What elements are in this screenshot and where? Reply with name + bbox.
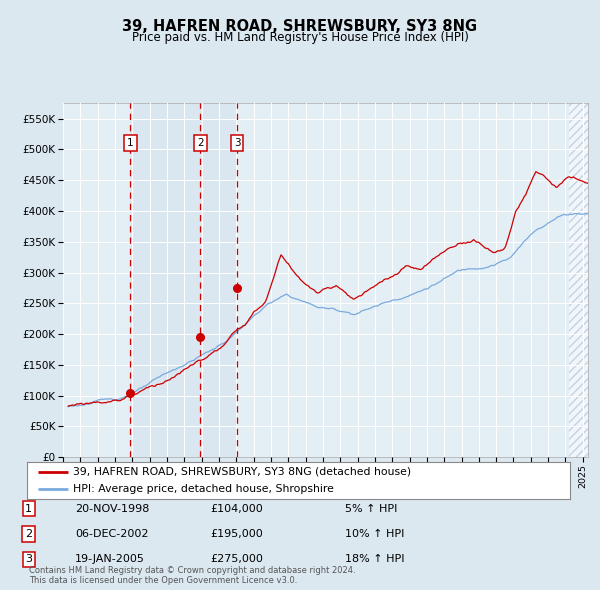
Text: 1: 1 — [25, 504, 32, 513]
Text: £104,000: £104,000 — [210, 504, 263, 513]
Text: 3: 3 — [25, 555, 32, 564]
Text: 3: 3 — [234, 138, 241, 148]
Text: 39, HAFREN ROAD, SHREWSBURY, SY3 8NG (detached house): 39, HAFREN ROAD, SHREWSBURY, SY3 8NG (de… — [73, 467, 411, 477]
Text: 10% ↑ HPI: 10% ↑ HPI — [345, 529, 404, 539]
Bar — [569, 103, 588, 457]
Bar — [130, 103, 200, 457]
Text: 20-NOV-1998: 20-NOV-1998 — [75, 504, 149, 513]
Text: 19-JAN-2005: 19-JAN-2005 — [75, 555, 145, 564]
Bar — [200, 103, 237, 457]
Text: 18% ↑ HPI: 18% ↑ HPI — [345, 555, 404, 564]
Text: 06-DEC-2002: 06-DEC-2002 — [75, 529, 149, 539]
Text: £195,000: £195,000 — [210, 529, 263, 539]
Text: Price paid vs. HM Land Registry's House Price Index (HPI): Price paid vs. HM Land Registry's House … — [131, 31, 469, 44]
Text: HPI: Average price, detached house, Shropshire: HPI: Average price, detached house, Shro… — [73, 484, 334, 494]
Text: 2: 2 — [197, 138, 204, 148]
Text: 39, HAFREN ROAD, SHREWSBURY, SY3 8NG: 39, HAFREN ROAD, SHREWSBURY, SY3 8NG — [122, 19, 478, 34]
Text: This data is licensed under the Open Government Licence v3.0.: This data is licensed under the Open Gov… — [29, 576, 297, 585]
Text: 1: 1 — [127, 138, 134, 148]
Text: £275,000: £275,000 — [210, 555, 263, 564]
Text: Contains HM Land Registry data © Crown copyright and database right 2024.: Contains HM Land Registry data © Crown c… — [29, 566, 355, 575]
Text: 2: 2 — [25, 529, 32, 539]
Text: 5% ↑ HPI: 5% ↑ HPI — [345, 504, 397, 513]
